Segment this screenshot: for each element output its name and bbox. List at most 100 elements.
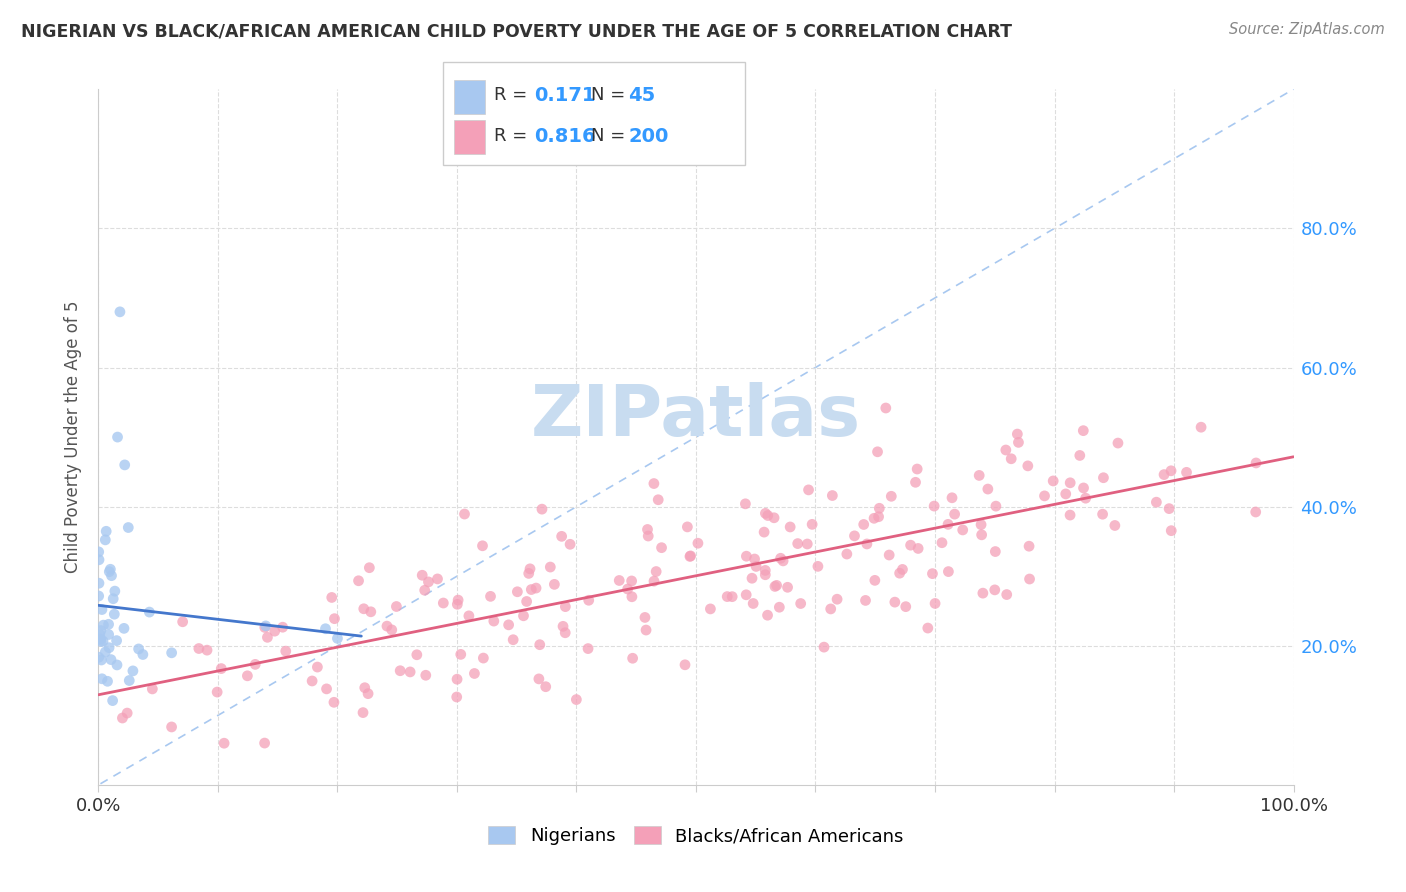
Point <box>1091 507 1114 521</box>
Point <box>141 681 163 696</box>
Point <box>943 507 966 521</box>
Point <box>716 590 738 604</box>
Point <box>679 549 702 563</box>
Point <box>543 577 565 591</box>
Point <box>516 594 538 608</box>
Point <box>741 571 763 585</box>
Point <box>89 627 111 641</box>
Text: Source: ZipAtlas.com: Source: ZipAtlas.com <box>1229 22 1385 37</box>
Point <box>904 475 927 490</box>
Point <box>756 508 779 523</box>
Point <box>620 574 643 588</box>
Point <box>326 632 349 646</box>
Point <box>821 489 844 503</box>
Point <box>880 489 903 503</box>
Point <box>924 597 946 611</box>
Point <box>835 547 858 561</box>
Text: N =: N = <box>591 87 630 104</box>
Point <box>752 525 775 540</box>
Point <box>100 652 122 666</box>
Point <box>558 537 581 551</box>
Point <box>347 574 370 588</box>
Point <box>103 591 125 606</box>
Point <box>389 664 412 678</box>
Point <box>779 520 801 534</box>
Point <box>90 602 112 616</box>
Point <box>90 624 112 638</box>
Point <box>1244 456 1267 470</box>
Point <box>1007 427 1029 442</box>
Point <box>105 657 128 672</box>
Point <box>118 673 141 688</box>
Point <box>446 672 468 686</box>
Point <box>307 660 329 674</box>
Point <box>479 590 502 604</box>
Point <box>825 592 848 607</box>
Point <box>1144 495 1167 509</box>
Point <box>353 681 375 695</box>
Point <box>922 499 945 513</box>
Point <box>138 605 160 619</box>
Point <box>1007 435 1029 450</box>
Point <box>1054 487 1077 501</box>
Point <box>565 692 588 706</box>
Point <box>863 511 886 525</box>
Point <box>114 458 136 472</box>
Point <box>447 593 470 607</box>
Point <box>98 565 121 579</box>
Point <box>647 492 669 507</box>
Point <box>108 305 131 319</box>
Point <box>984 544 1007 558</box>
Point <box>399 665 422 679</box>
Point <box>634 610 657 624</box>
Point <box>863 574 886 588</box>
Point <box>995 588 1018 602</box>
Point <box>115 706 138 720</box>
Point <box>111 711 134 725</box>
Point <box>900 538 922 552</box>
Point <box>1069 449 1091 463</box>
Point <box>87 576 110 591</box>
Point <box>457 608 479 623</box>
Point <box>796 537 818 551</box>
Point <box>128 642 150 657</box>
Point <box>245 657 267 672</box>
Point <box>132 648 155 662</box>
Point <box>994 442 1017 457</box>
Point <box>765 578 787 592</box>
Point <box>96 674 118 689</box>
Point <box>673 657 696 672</box>
Point <box>742 597 765 611</box>
Point <box>512 608 534 623</box>
Point <box>529 638 551 652</box>
Point <box>1175 466 1198 480</box>
Point <box>797 483 820 497</box>
Point <box>1104 518 1126 533</box>
Point <box>97 617 120 632</box>
Point <box>877 548 900 562</box>
Point <box>104 584 127 599</box>
Point <box>578 593 600 607</box>
Point <box>686 536 709 550</box>
Point <box>321 591 343 605</box>
Point <box>471 539 494 553</box>
Point <box>917 621 939 635</box>
Point <box>1092 471 1115 485</box>
Point <box>676 520 699 534</box>
Point <box>352 706 374 720</box>
Point <box>463 666 485 681</box>
Point <box>94 533 117 547</box>
Point <box>353 601 375 615</box>
Point <box>375 619 398 633</box>
Point <box>519 562 541 576</box>
Point <box>90 634 112 648</box>
Point <box>576 641 599 656</box>
Point <box>517 566 540 581</box>
Point <box>212 736 235 750</box>
Point <box>984 499 1007 513</box>
Point <box>254 619 277 633</box>
Text: 200: 200 <box>628 127 669 146</box>
Point <box>938 565 960 579</box>
Point <box>527 672 550 686</box>
Point <box>87 553 110 567</box>
